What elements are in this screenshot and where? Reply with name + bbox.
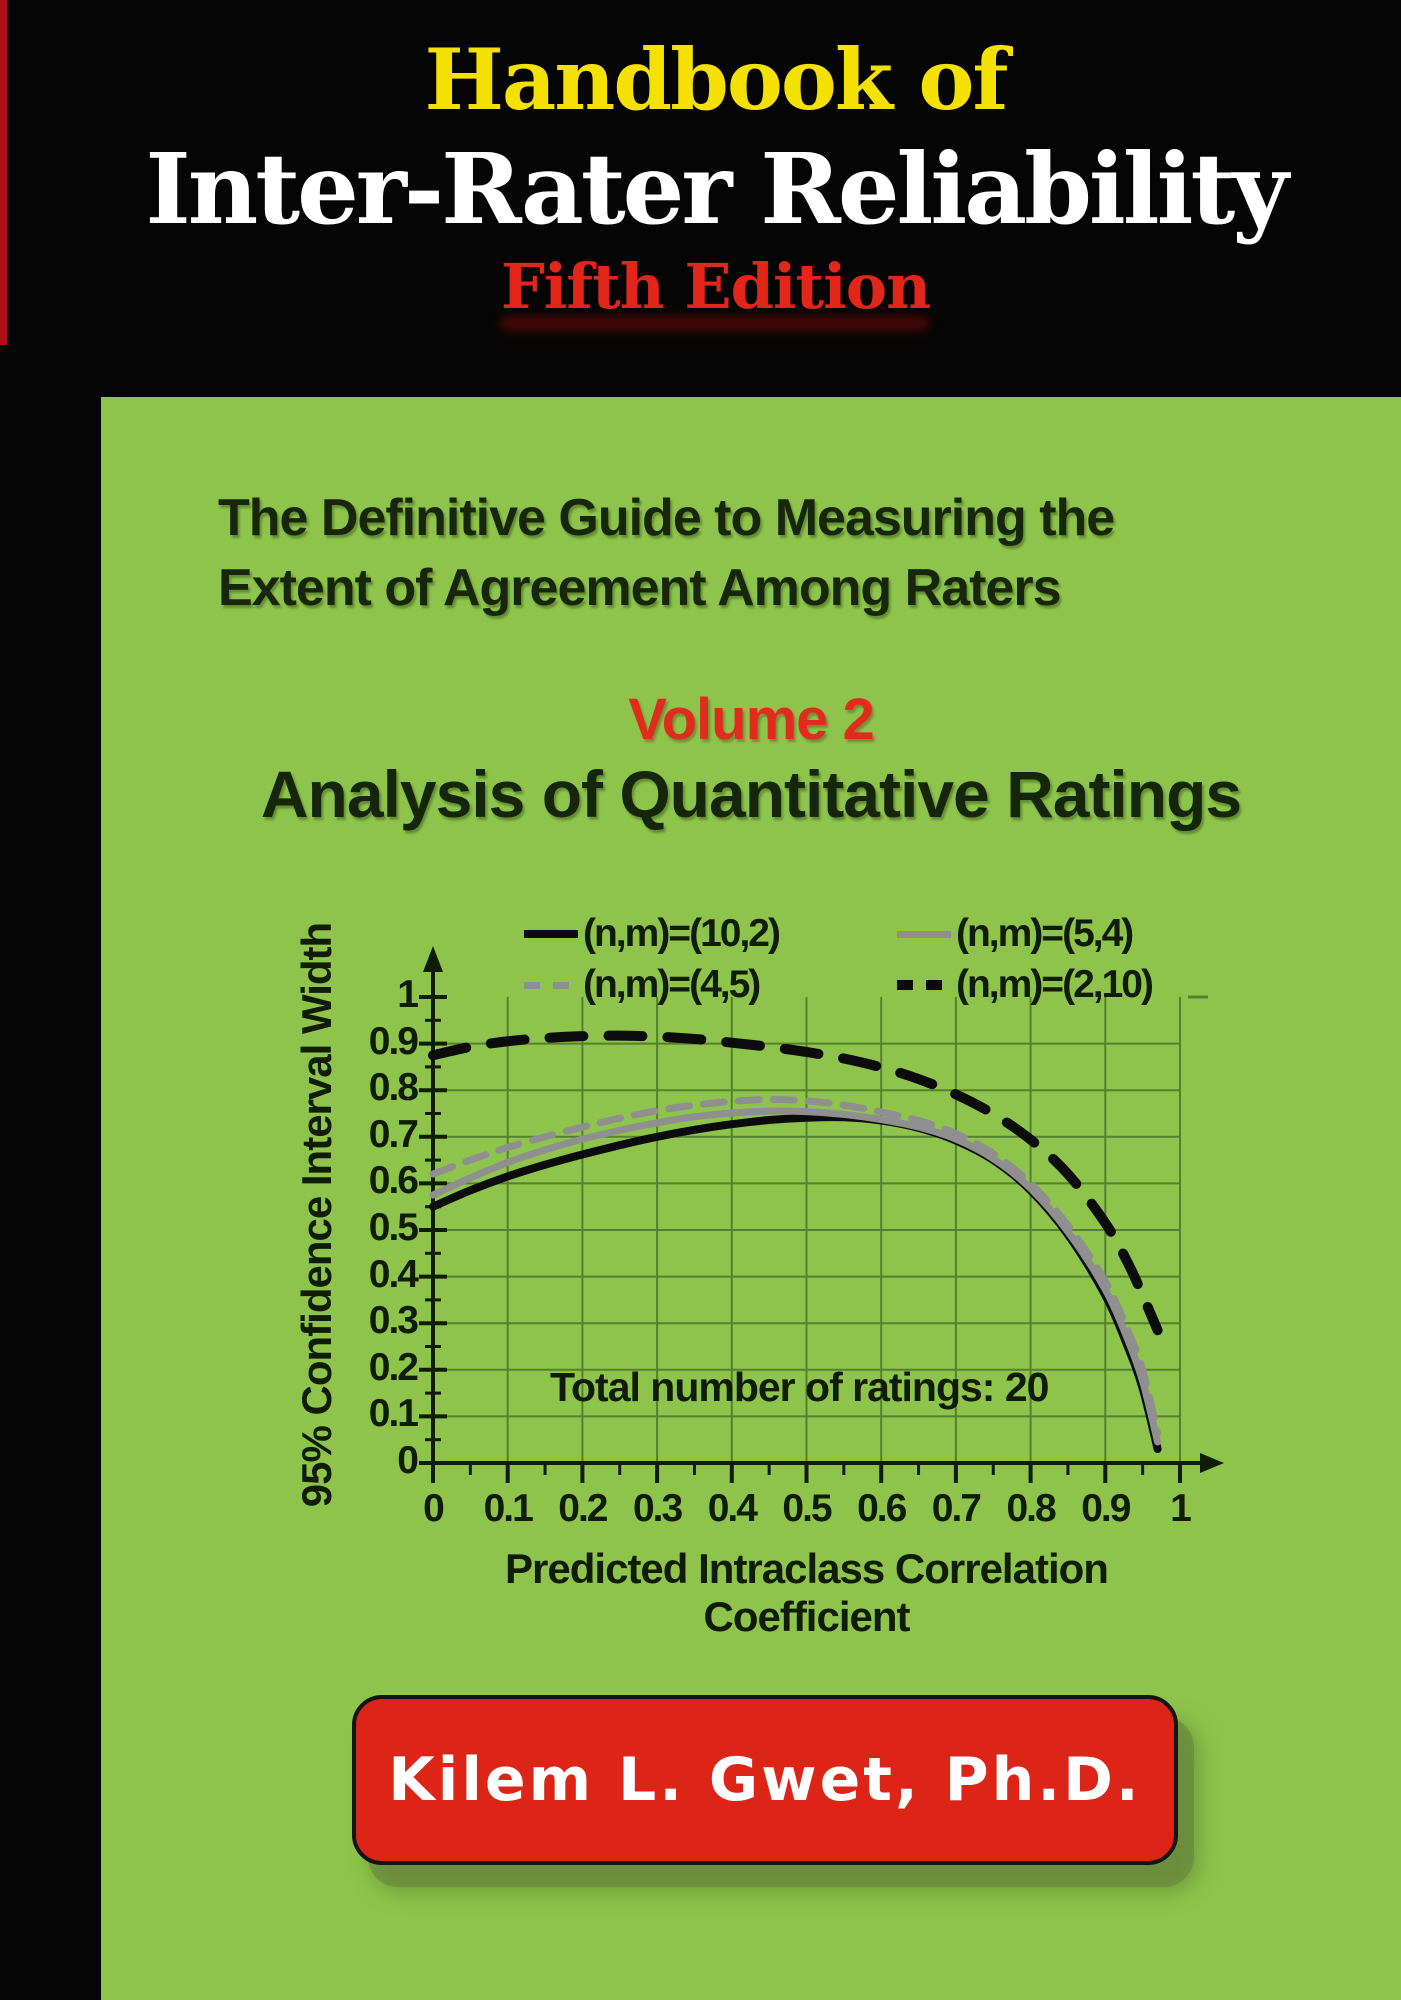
x-tick-label: 0.8 [1006, 1487, 1056, 1530]
y-tick-label: 0.8 [368, 1066, 419, 1110]
legend-line-swatch-solid-black [524, 930, 578, 938]
legend-item-4-5: (n,m)=(4,5) [524, 962, 761, 1008]
y-tick-label: 0.6 [368, 1159, 419, 1203]
author-box: Kilem L. Gwet, Ph.D. [352, 1695, 1178, 1865]
y-tick-label: 0 [397, 1439, 419, 1482]
y-tick-label: 1 [397, 973, 419, 1016]
book-edition: Fifth Edition [500, 250, 931, 323]
x-tick-label: 0.6 [857, 1487, 907, 1530]
legend-item-10-2: (n,m)=(10,2) [524, 911, 781, 957]
legend-label: (n,m)=(2,10) [956, 963, 1154, 1006]
y-tick-label: 0.1 [368, 1392, 419, 1436]
y-tick-label: 0.4 [368, 1252, 419, 1296]
x-tick-label: 0.7 [931, 1487, 982, 1530]
y-tick-label: 0.7 [368, 1112, 419, 1156]
legend-label: (n,m)=(5,4) [956, 912, 1134, 955]
legend-line-swatch-dashed-black [897, 980, 951, 990]
x-axis-title: Predicted Intraclass Correlation Coeffic… [505, 1545, 1109, 1640]
legend-label: (n,m)=(4,5) [583, 963, 761, 1006]
y-tick-label: 0.2 [368, 1345, 419, 1389]
legend-item-2-10: (n,m)=(2,10) [897, 962, 1154, 1008]
y-tick-label: 0.9 [368, 1019, 419, 1063]
y-tick-label: 0.5 [368, 1206, 419, 1249]
spine-red-stripe [0, 0, 7, 345]
x-tick-label: 0.5 [782, 1487, 832, 1530]
chart-annotation: Total number of ratings: 20 [550, 1364, 1049, 1410]
x-tick-label: 0 [423, 1487, 445, 1530]
volume-subtitle: Analysis of Quantitative Ratings [260, 757, 1242, 831]
x-tick-label: 0.9 [1081, 1487, 1131, 1530]
edition-glow-decoration [500, 316, 930, 331]
subtitle-line-1: The Definitive Guide to Measuring the [218, 489, 1115, 547]
x-tick-label: 0.4 [707, 1487, 758, 1530]
y-tick-label: 0.3 [368, 1299, 419, 1343]
legend-item-5-4: (n,m)=(5,4) [897, 911, 1134, 957]
subtitle-line-2: Extent of Agreement Among Raters [218, 559, 1062, 617]
legend-line-swatch-solid-gray [897, 930, 951, 938]
volume-label: Volume 2 [628, 687, 875, 752]
x-tick-label: 0.2 [558, 1487, 608, 1530]
author-name: Kilem L. Gwet, Ph.D. [388, 1745, 1142, 1815]
x-tick-label: 0.1 [483, 1487, 534, 1530]
legend-label: (n,m)=(10,2) [583, 912, 781, 955]
book-title-top: Handbook of [424, 30, 1009, 129]
x-tick-label: 1 [1170, 1487, 1192, 1530]
book-title-main: Inter-Rater Reliability [145, 132, 1288, 246]
legend-line-swatch-dashed-gray [524, 981, 578, 989]
x-tick-label: 0.3 [632, 1487, 683, 1530]
